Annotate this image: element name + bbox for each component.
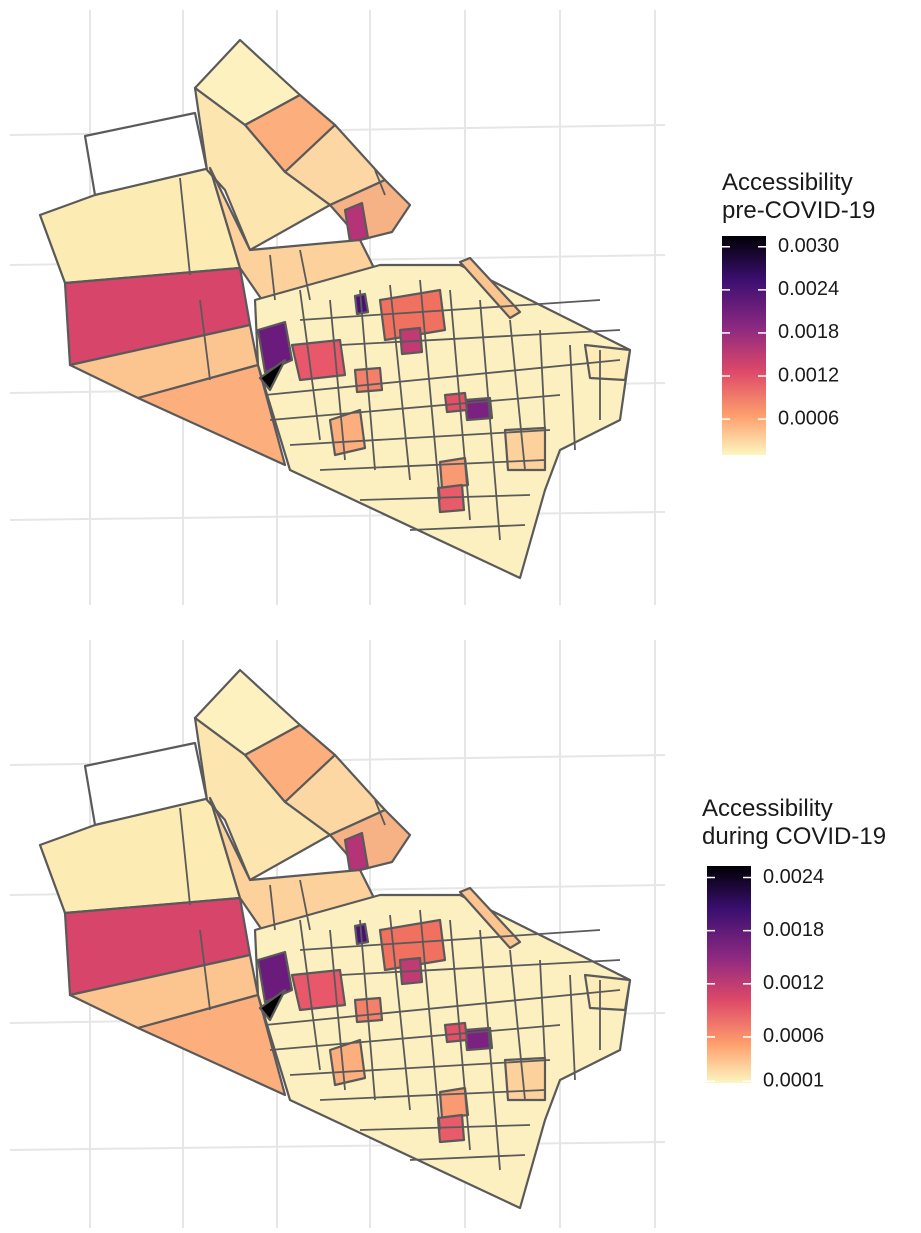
color-bar [722, 236, 766, 455]
map-figure: Accessibilitypre-COVID-190.00300.00240.0… [0, 0, 921, 1228]
legend-title: Accessibility [722, 169, 853, 196]
legend-tick-label: 0.0001 [763, 1070, 824, 1092]
legend-title: during COVID-19 [702, 823, 886, 850]
legend-tick-label: 0.0012 [778, 364, 839, 386]
legend-tick-label: 0.0006 [778, 407, 839, 429]
legends: Accessibilitypre-COVID-190.00300.00240.0… [702, 169, 886, 1092]
map-panel [10, 10, 665, 605]
legend-tick-label: 0.0012 [763, 972, 824, 994]
legend-tick-label: 0.0018 [763, 919, 824, 941]
legend-tick-label: 0.0030 [778, 235, 839, 257]
legend-tick-label: 0.0024 [763, 866, 824, 888]
legend-tick-label: 0.0024 [778, 278, 839, 300]
map-panel [10, 640, 665, 1228]
legend-tick-label: 0.0006 [763, 1025, 824, 1047]
legend-title: pre-COVID-19 [722, 197, 875, 224]
color-bar [707, 866, 751, 1083]
legend-tick-label: 0.0018 [778, 321, 839, 343]
legend-title: Accessibility [702, 795, 833, 822]
